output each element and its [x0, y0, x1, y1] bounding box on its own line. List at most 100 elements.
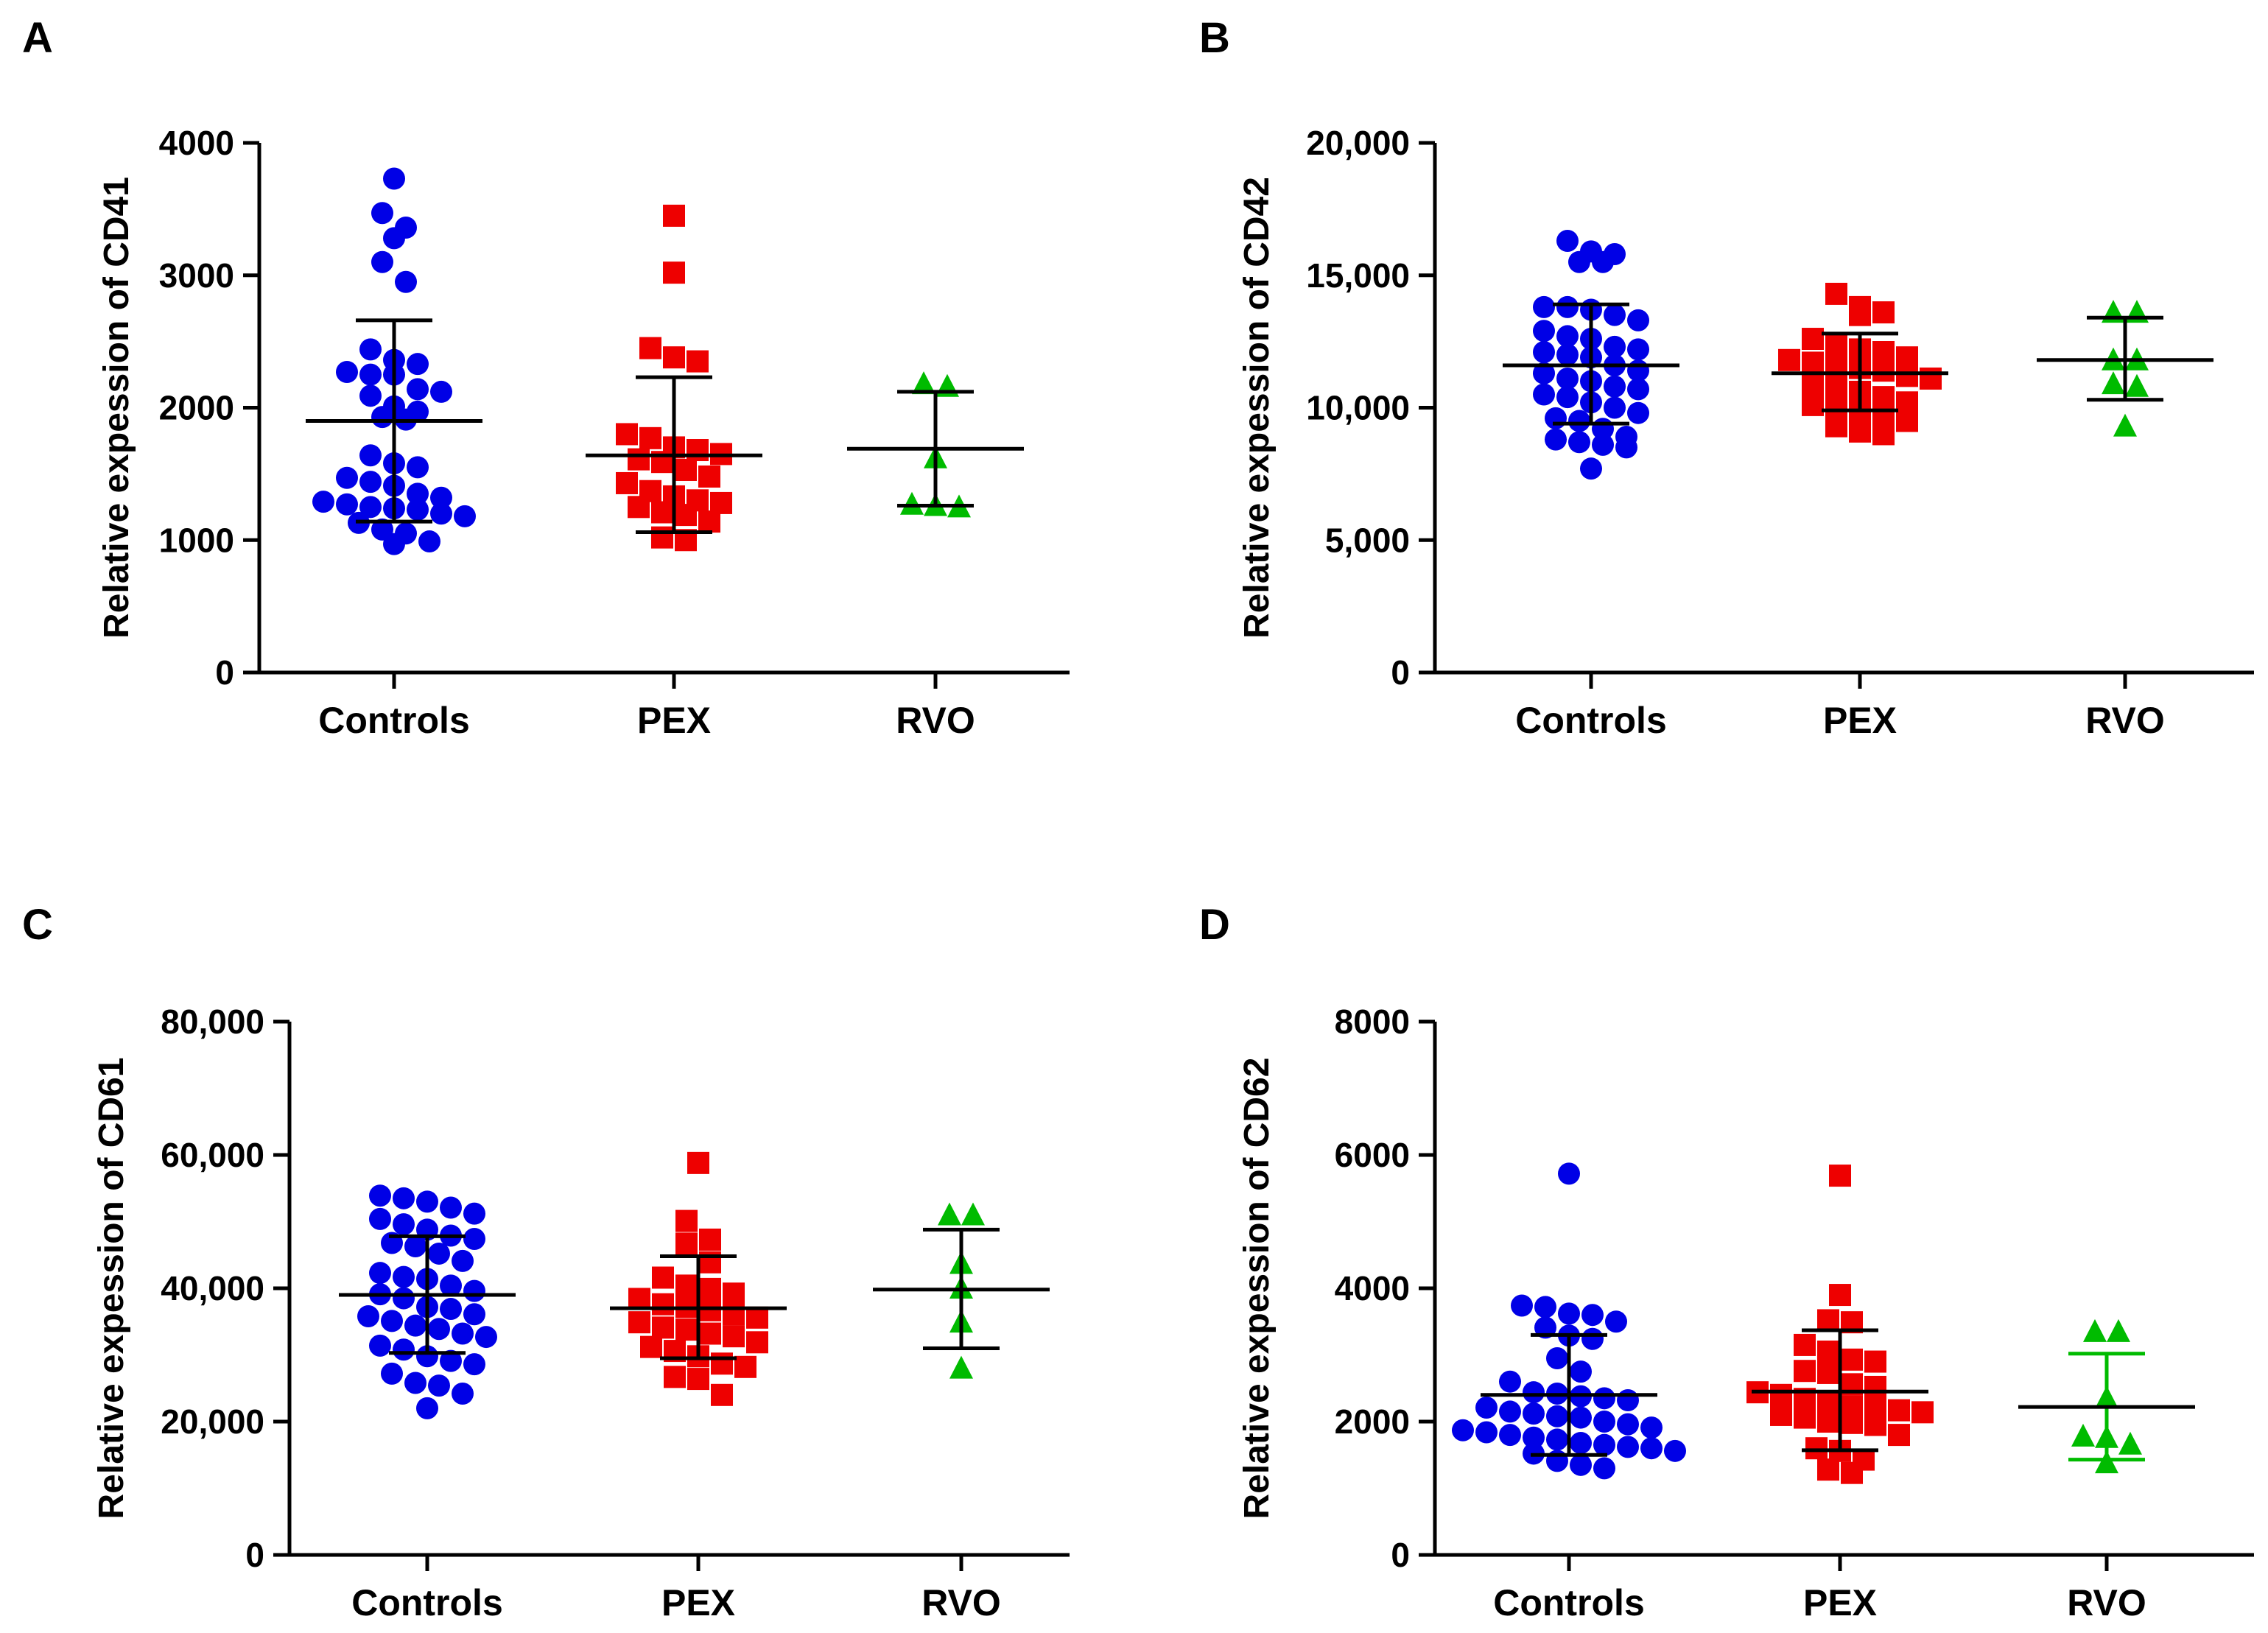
data-point — [407, 456, 429, 479]
data-point — [1523, 1381, 1545, 1404]
data-point — [1896, 410, 1918, 432]
data-point — [1872, 401, 1895, 424]
data-point — [663, 261, 685, 284]
data-point — [1640, 1437, 1663, 1460]
data-point — [1817, 1458, 1839, 1481]
data-point — [454, 505, 476, 527]
data-point — [698, 465, 720, 488]
y-axis-label: Relative expession of CD41 — [97, 177, 136, 639]
data-point — [639, 426, 661, 449]
data-point — [369, 1334, 391, 1357]
chart-panel-a: 0 1000 2000 3000 4000 Controls PEX RVO Relative … — [97, 124, 1070, 741]
data-point — [1888, 1399, 1910, 1422]
data-point — [687, 1368, 709, 1391]
x-tick-label-controls: Controls — [1493, 1582, 1645, 1623]
data-point — [1533, 362, 1555, 384]
series-pex — [610, 1151, 787, 1406]
data-point — [723, 1325, 745, 1348]
y-tick-label: 0 — [215, 653, 234, 692]
series-pex — [1772, 282, 1948, 446]
data-point — [663, 204, 685, 227]
data-point — [1802, 328, 1824, 351]
data-point — [369, 1207, 391, 1230]
data-point — [1896, 346, 1918, 369]
data-point — [1849, 420, 1871, 443]
data-point — [1545, 428, 1567, 451]
data-point — [1794, 1406, 1816, 1429]
data-point — [675, 1274, 698, 1297]
data-point — [428, 1374, 450, 1397]
data-point — [383, 227, 405, 250]
data-point — [900, 491, 924, 515]
data-point — [711, 1383, 733, 1406]
data-point — [1523, 1402, 1545, 1425]
data-point — [616, 471, 638, 494]
data-point — [1829, 1284, 1851, 1307]
data-point — [1802, 373, 1824, 396]
data-point — [1511, 1294, 1533, 1317]
data-point — [1825, 333, 1847, 356]
data-point — [628, 1288, 650, 1310]
data-point — [746, 1306, 768, 1329]
data-point — [393, 1287, 415, 1310]
data-point — [675, 504, 697, 527]
y-axis-label: Relative expession of CD61 — [92, 1058, 131, 1520]
data-point — [1864, 1350, 1886, 1373]
data-point — [1605, 1310, 1627, 1333]
data-point — [1849, 303, 1871, 326]
chart-panel-c: 0 20,000 40,000 60,000 80,000 Controls PEX RVO R… — [92, 1002, 1070, 1623]
data-point — [428, 1242, 450, 1265]
x-tick-label-rvo: RVO — [2067, 1582, 2146, 1623]
x-tick-label-controls: Controls — [318, 700, 470, 741]
data-point — [2083, 1318, 2107, 1342]
data-point — [1533, 341, 1555, 364]
data-point — [711, 1352, 733, 1375]
data-point — [1475, 1396, 1498, 1419]
data-point — [1825, 415, 1847, 438]
data-point — [734, 1355, 756, 1378]
data-point — [407, 498, 429, 521]
data-point — [336, 360, 358, 383]
data-point — [452, 1322, 474, 1345]
data-point — [440, 1196, 462, 1219]
data-point — [463, 1202, 485, 1225]
data-point — [1825, 282, 1847, 305]
data-point — [407, 353, 429, 376]
data-point — [359, 471, 382, 494]
y-tick-label: 2000 — [1335, 1402, 1410, 1441]
data-point — [1911, 1401, 1934, 1424]
data-point — [475, 1326, 497, 1349]
data-point — [1580, 457, 1602, 480]
data-point — [2107, 1318, 2130, 1342]
data-point — [1872, 341, 1895, 364]
data-point — [393, 1338, 415, 1361]
series-pex — [1746, 1165, 1934, 1484]
data-point — [1896, 391, 1918, 414]
data-point — [2113, 413, 2137, 437]
series-controls — [306, 167, 482, 555]
data-point — [1604, 303, 1626, 326]
series-rvo — [2018, 1318, 2195, 1474]
data-point — [2102, 371, 2125, 395]
data-point — [1523, 1426, 1545, 1449]
data-point — [381, 1362, 403, 1385]
data-point — [1475, 1421, 1498, 1444]
panel-label-d: D — [1199, 901, 1230, 949]
data-point — [1627, 401, 1649, 424]
data-point — [1568, 250, 1590, 273]
data-point — [1825, 396, 1847, 419]
data-point — [1604, 375, 1626, 398]
data-point — [1604, 396, 1626, 419]
data-point — [1841, 1461, 1863, 1484]
data-point — [1593, 1457, 1615, 1480]
data-point — [371, 406, 393, 429]
data-point — [1829, 1165, 1851, 1187]
data-point — [1499, 1400, 1521, 1423]
data-point — [687, 350, 709, 373]
data-point — [369, 1262, 391, 1285]
data-point — [687, 439, 709, 462]
y-tick-label: 80,000 — [161, 1002, 264, 1041]
data-point — [1802, 393, 1824, 416]
data-point — [1864, 1375, 1886, 1398]
data-point — [418, 530, 440, 553]
